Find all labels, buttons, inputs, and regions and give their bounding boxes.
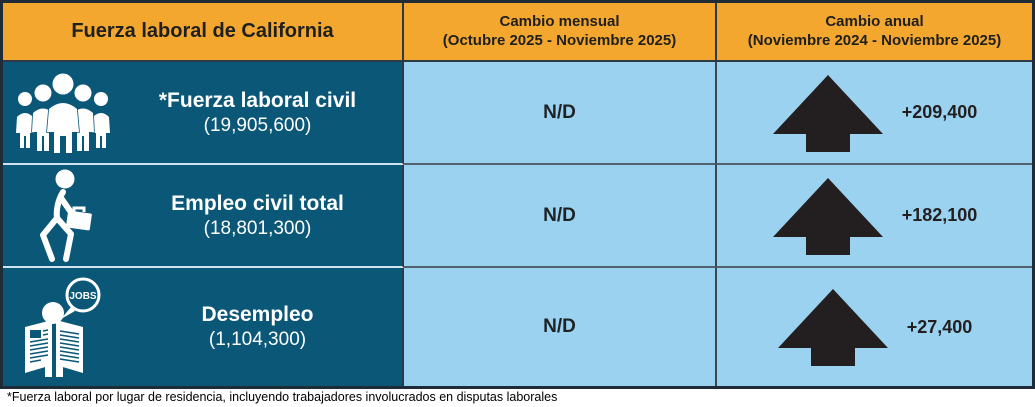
up-arrow-icon	[772, 177, 883, 255]
annual-change-cell: +209,400	[717, 62, 1032, 165]
monthly-header-period: (Octubre 2025 - Noviembre 2025)	[442, 31, 677, 49]
monthly-change-cell: N/D	[404, 268, 717, 386]
up-arrow-icon	[772, 74, 883, 152]
labor-force-table: Fuerza laboral de California Cambio mens…	[0, 0, 1035, 389]
up-arrow-icon	[777, 289, 888, 366]
monthly-change-cell: N/D	[404, 165, 717, 268]
annual-change-value: +27,400	[906, 316, 973, 337]
monthly-change-value: N/D	[543, 204, 576, 226]
row-label: Desempleo	[201, 303, 314, 326]
monthly-header-label: Cambio mensual	[499, 12, 620, 30]
job-seeker-newspaper-icon: JOBS	[3, 275, 123, 379]
row-label: *Fuerza laboral civil	[158, 88, 357, 112]
monthly-change-value: N/D	[543, 316, 576, 337]
row-level-value: (19,905,600)	[203, 114, 312, 136]
jobs-bubble-text: JOBS	[69, 291, 97, 302]
footnote: *Fuerza laboral por lugar de residencia,…	[7, 390, 558, 404]
annual-header-period: (Noviembre 2024 - Noviembre 2025)	[747, 31, 1002, 49]
header-cell-title: Fuerza laboral de California	[3, 3, 404, 62]
annual-change-value: +182,100	[901, 205, 978, 225]
monthly-change-cell: N/D	[404, 62, 717, 165]
annual-header-label: Cambio anual	[825, 12, 924, 30]
row-label-block: Empleo civil total (18,801,300)	[123, 191, 402, 241]
row-level-value: (18,801,300)	[203, 217, 312, 239]
table-row-label-labor-force: *Fuerza laboral civil (19,905,600)	[3, 62, 404, 165]
annual-change-value: +209,400	[901, 102, 978, 122]
header-cell-monthly: Cambio mensual (Octubre 2025 - Noviembre…	[404, 3, 717, 62]
annual-change-cell: +182,100	[717, 165, 1032, 268]
annual-change-cell: +27,400	[717, 268, 1032, 386]
monthly-change-value: N/D	[543, 101, 576, 123]
walking-worker-icon	[3, 168, 123, 264]
table-row-label-unemployment: JOBS Desempleo (1,104,300)	[3, 268, 404, 386]
row-label-block: Desempleo (1,104,300)	[123, 302, 402, 352]
table-row-label-employment: Empleo civil total (18,801,300)	[3, 165, 404, 268]
table-title: Fuerza laboral de California	[71, 20, 334, 42]
header-cell-annual: Cambio anual (Noviembre 2024 - Noviembre…	[717, 3, 1032, 62]
row-label: Empleo civil total	[171, 191, 344, 215]
people-group-icon	[3, 72, 123, 154]
row-label-block: *Fuerza laboral civil (19,905,600)	[123, 88, 402, 138]
row-level-value: (1,104,300)	[208, 329, 307, 351]
